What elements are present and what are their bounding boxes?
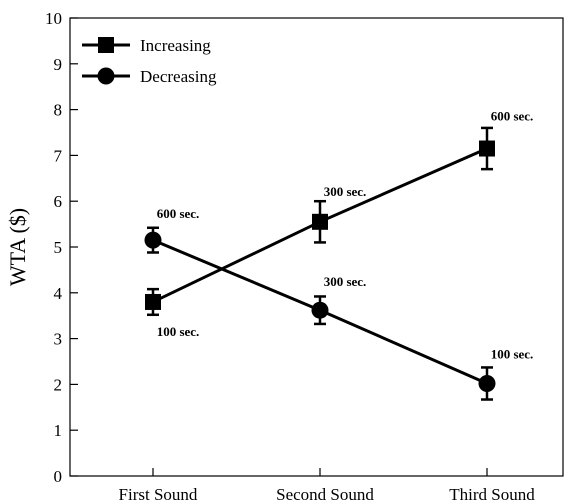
axes: 0 1 2 3 4 5 6 7 8 9 10 First Sound Second Sound Third…: [45, 9, 564, 504]
y-axis-title: WTA ($): [5, 208, 30, 286]
y-tick-label: 0: [54, 467, 63, 486]
legend-label: Decreasing: [140, 67, 217, 86]
series-layer: 100 sec. 300 sec. 600 sec. 600 sec. 300 sec.…: [144, 109, 534, 401]
data-annotation: 300 sec.: [324, 184, 367, 199]
y-tick-label: 3: [54, 330, 63, 349]
y-tick-label: 7: [54, 146, 63, 165]
data-point-square: [145, 293, 161, 310]
y-tick-label: 9: [54, 55, 63, 74]
legend: Increasing Decreasing: [82, 36, 217, 86]
data-point-square: [312, 213, 328, 230]
data-point-circle: [144, 231, 162, 249]
data-point-square: [479, 140, 495, 157]
y-tick-label: 10: [45, 9, 62, 28]
y-tick-label: 2: [54, 375, 63, 394]
data-annotation: 100 sec.: [157, 324, 200, 339]
data-point-circle: [311, 301, 329, 319]
x-tick-label: Second Sound: [276, 485, 374, 504]
series-increasing: 100 sec. 300 sec. 600 sec.: [145, 109, 533, 339]
y-tick-label: 4: [54, 284, 63, 303]
data-annotation: 600 sec.: [491, 109, 534, 124]
y-tick-label: 5: [54, 238, 63, 257]
y-tick-label: 1: [54, 421, 63, 440]
series-decreasing: 600 sec. 300 sec. 100 sec.: [144, 206, 534, 401]
legend-marker-circle: [97, 67, 115, 85]
legend-marker-square: [98, 37, 114, 53]
y-tick-label: 8: [54, 101, 63, 120]
data-annotation: 100 sec.: [491, 346, 534, 361]
data-point-circle: [478, 374, 496, 392]
plot-frame: [69, 17, 564, 477]
x-tick-label: First Sound: [119, 485, 198, 504]
y-tick-label: 6: [54, 192, 63, 211]
data-annotation: 600 sec.: [157, 206, 200, 221]
data-annotation: 300 sec.: [324, 274, 367, 289]
legend-label: Increasing: [140, 36, 211, 55]
x-tick-label: Third Sound: [449, 485, 535, 504]
